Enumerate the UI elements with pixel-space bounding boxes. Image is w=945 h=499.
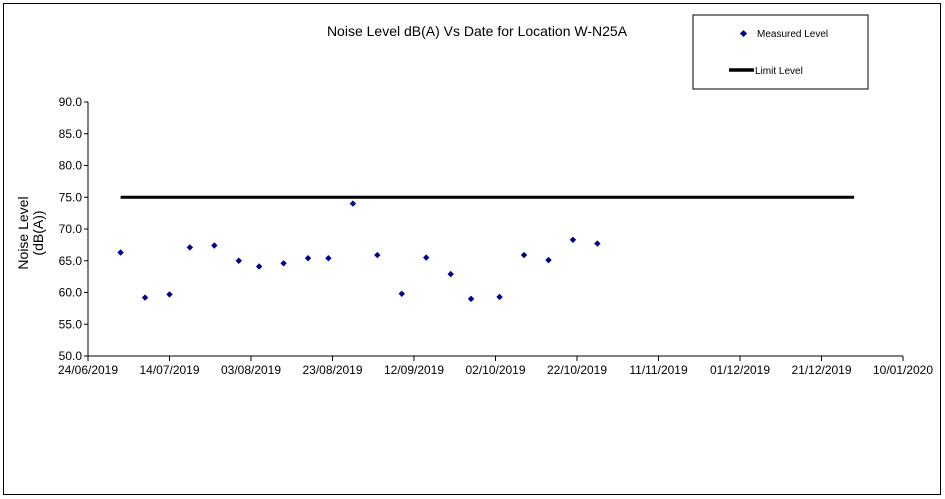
measured-point	[166, 291, 173, 298]
y-tick-label: 65.0	[59, 254, 83, 268]
legend-marker-measured	[739, 29, 748, 38]
y-tick-label: 70.0	[59, 222, 83, 236]
measured-point	[447, 270, 454, 278]
x-tick-label: 12/09/2019	[384, 363, 444, 377]
measured-point	[545, 256, 552, 264]
chart-frame: Noise Level dB(A) Vs Date for Location W…	[3, 3, 941, 495]
measured-level-series	[117, 200, 601, 303]
measured-point	[186, 244, 194, 251]
measured-point	[520, 251, 528, 259]
measured-point	[141, 294, 149, 301]
noise-level-chart: Noise Level dB(A) Vs Date for Location W…	[15, 14, 933, 377]
x-tick-label: 01/12/2019	[710, 363, 770, 377]
y-axis-label-line-1: Noise Level	[15, 196, 31, 269]
x-tick-label: 22/10/2019	[547, 363, 607, 377]
y-tick-label: 80.0	[59, 159, 83, 173]
x-tick-label: 02/10/2019	[465, 363, 525, 377]
y-axis-label: Noise Level (dB(A))	[15, 196, 46, 269]
measured-point	[211, 242, 218, 249]
measured-point	[280, 260, 287, 267]
x-tick-label: 14/07/2019	[139, 363, 199, 377]
y-tick-label: 55.0	[59, 317, 83, 331]
y-axis-label-line-2: (dB(A))	[30, 210, 46, 255]
x-ticks: 24/06/2019 14/07/2019 03/08/2019 23/08/2019…	[58, 356, 933, 377]
legend-label-measured: Measured Level	[757, 29, 828, 40]
x-tick-label: 03/08/2019	[221, 363, 281, 377]
measured-point	[255, 263, 263, 270]
x-tick-label: 11/11/2019	[629, 363, 688, 377]
measured-point	[569, 236, 577, 243]
measured-point	[235, 257, 242, 264]
y-tick-label: 90.0	[59, 95, 83, 109]
measured-point	[304, 255, 312, 262]
measured-point	[467, 295, 475, 303]
legend-label-limit: Limit Level	[755, 66, 803, 77]
measured-point	[374, 251, 381, 259]
measured-point	[117, 249, 124, 256]
measured-point	[325, 255, 332, 262]
y-ticks: 50.0 55.0 60.0 65.0 70.0 75.0 80.0 85.0 90.0	[59, 95, 88, 363]
measured-point	[423, 254, 430, 261]
x-tick-label: 23/08/2019	[302, 363, 362, 377]
measured-point	[496, 293, 503, 301]
x-tick-label: 10/01/2020	[873, 363, 933, 377]
chart-title: Noise Level dB(A) Vs Date for Location W…	[327, 23, 628, 39]
y-tick-label: 50.0	[59, 349, 83, 363]
x-tick-label: 24/06/2019	[58, 363, 118, 377]
x-tick-label: 21/12/2019	[791, 363, 851, 377]
y-tick-label: 85.0	[59, 127, 83, 141]
axes	[87, 102, 903, 357]
legend-box	[692, 14, 869, 90]
measured-point	[594, 240, 601, 247]
y-tick-label: 60.0	[59, 286, 83, 300]
legend: Measured Level Limit Level	[692, 14, 869, 90]
y-tick-label: 75.0	[59, 190, 83, 204]
measured-point	[349, 200, 357, 207]
measured-point	[398, 290, 405, 297]
